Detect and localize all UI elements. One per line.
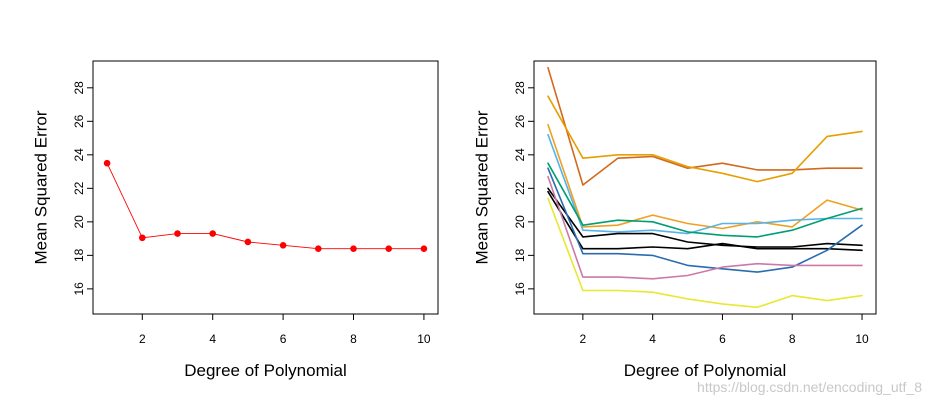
data-point: [385, 245, 393, 252]
data-point: [350, 245, 357, 252]
x-tick-label: 10: [855, 332, 869, 346]
y-tick-label: 16: [513, 282, 527, 296]
y-axis-label: Mean Squared Error: [473, 110, 492, 264]
x-axis-label: Degree of Polynomial: [624, 361, 787, 380]
y-tick-label: 18: [72, 248, 86, 262]
y-tick-label: 24: [72, 148, 86, 162]
x-tick-label: 4: [209, 332, 216, 346]
x-tick-label: 2: [139, 332, 146, 346]
data-point: [420, 245, 428, 252]
y-tick-label: 18: [513, 248, 527, 262]
series-line-split-7: [547, 190, 863, 252]
plot-frame: [533, 60, 877, 315]
y-tick-label: 26: [513, 114, 527, 128]
y-axis-label: Mean Squared Error: [32, 110, 51, 264]
x-tick-label: 10: [417, 332, 431, 346]
series-line-split-6: [547, 187, 863, 248]
x-tick-label: 6: [280, 332, 287, 346]
x-axis-label: Degree of Polynomial: [184, 361, 347, 380]
series-line-split-1: [547, 66, 863, 186]
series-line-split-10: [547, 197, 863, 309]
data-point: [209, 230, 216, 237]
y-tick-label: 24: [513, 148, 527, 162]
y-tick-label: 22: [513, 181, 527, 195]
x-tick-label: 8: [789, 332, 796, 346]
y-tick-label: 28: [72, 81, 86, 95]
y-tick-label: 20: [72, 215, 86, 229]
data-point: [103, 159, 111, 167]
data-point: [315, 245, 322, 252]
x-tick-label: 6: [719, 332, 726, 346]
data-point: [244, 238, 252, 246]
x-tick-label: 4: [649, 332, 656, 346]
y-tick-label: 28: [513, 81, 527, 95]
series-line-split-3: [547, 123, 863, 230]
data-point: [279, 242, 287, 249]
y-tick-label: 26: [72, 114, 86, 128]
series-line-split-8: [547, 167, 863, 273]
x-tick-label: 2: [580, 332, 587, 346]
plot-frame: [92, 60, 439, 315]
data-point: [138, 234, 146, 242]
series-line-validation-mse: [106, 162, 425, 250]
series-line-split-9: [547, 175, 863, 280]
watermark-text: https://blog.csdn.net/encoding_utf_8: [697, 379, 922, 395]
y-tick-label: 22: [72, 181, 86, 195]
series-line-split-2: [547, 95, 863, 183]
data-point: [174, 230, 181, 237]
x-tick-label: 8: [350, 332, 357, 346]
y-tick-label: 16: [72, 282, 86, 296]
y-tick-label: 20: [513, 215, 527, 229]
series-line-split-5: [547, 162, 863, 238]
series-line-split-4: [547, 133, 863, 235]
